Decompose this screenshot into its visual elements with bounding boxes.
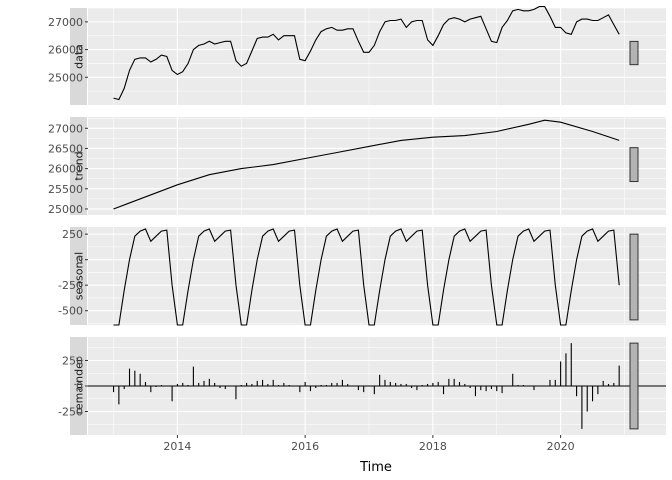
strip-label-seasonal: seasonal [73, 252, 86, 300]
y-tick-label-trend: 25500 [48, 183, 83, 196]
panel-bg-data [88, 8, 666, 105]
panel-data: data 25000 26000 27000 [48, 6, 666, 105]
strip-data [70, 8, 87, 105]
strip-trend [70, 117, 87, 215]
panel-seasonal: seasonal -500 -250 0 250 [58, 227, 666, 326]
y-tick-label-remainder: 250 [62, 354, 83, 367]
strip-label-trend: trend [73, 151, 86, 180]
y-tick-label-remainder: -250 [58, 406, 83, 419]
range-bar-trend [629, 147, 639, 183]
strip-label-remainder: remainder [73, 357, 86, 414]
y-tick-label-trend: 26000 [48, 163, 83, 176]
strip-remainder [70, 337, 87, 435]
x-tick-label: 2014 [163, 440, 191, 453]
y-tick-label-data: 25000 [48, 71, 83, 84]
x-axis: 2014 2016 2018 2020 [163, 435, 575, 453]
y-tick-label-seasonal: -250 [58, 279, 83, 292]
y-tick-label-data: 26000 [48, 44, 83, 57]
x-axis-title: Time [359, 460, 392, 475]
x-tick-label: 2018 [419, 440, 447, 453]
panel-bg-trend [88, 117, 666, 215]
y-tick-label-trend: 26500 [48, 142, 83, 155]
panel-trend: trend 25000 25500 26000 26500 27000 [48, 117, 666, 216]
panel-remainder: remainder-250 0 250 [58, 337, 666, 435]
strip-seasonal [70, 227, 87, 325]
y-tick-label-seasonal: 250 [62, 228, 83, 241]
y-tick-label-remainder: 0 [76, 380, 83, 393]
range-bar-remainder [629, 342, 639, 430]
data-line [113, 6, 620, 101]
strip-label-data: data [73, 44, 86, 69]
y-tick-label-seasonal: -500 [58, 305, 83, 318]
y-tick-label-trend: 25000 [48, 203, 83, 216]
seasonal-line [113, 228, 620, 326]
x-tick-label: 2016 [291, 440, 319, 453]
y-tick-label-trend: 27000 [48, 122, 83, 135]
x-tick-label: 2020 [547, 440, 575, 453]
y-tick-label-seasonal: 0 [76, 254, 83, 267]
range-bar-seasonal [629, 233, 639, 321]
trend-line [113, 119, 620, 210]
panels: data250002600027000trend2500025500260002… [48, 6, 666, 435]
range-bar-data [629, 40, 639, 66]
y-tick-label-data: 27000 [48, 16, 83, 29]
